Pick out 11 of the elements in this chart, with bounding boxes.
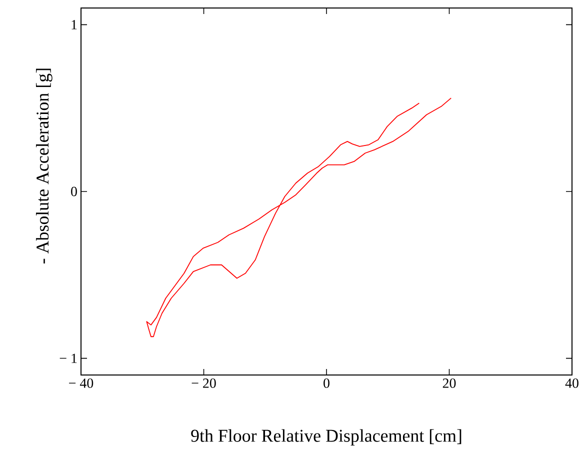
x-tick-label: − 20	[192, 378, 216, 388]
y-axis-title: - Absolute Acceleration [g]	[36, 68, 52, 264]
y-tick-label: 1	[72, 20, 77, 30]
y-tick-label: 0	[71, 186, 77, 196]
x-tick-label: 40	[565, 378, 578, 388]
x-tick-label: 0	[324, 378, 330, 388]
line-series	[146, 98, 452, 338]
x-axis-title: 9th Floor Relative Displacement [cm]	[191, 429, 462, 446]
x-tick-label: − 40	[69, 378, 94, 388]
y-tick-label: − 1	[60, 354, 77, 363]
x-tick-label: 20	[442, 378, 456, 388]
